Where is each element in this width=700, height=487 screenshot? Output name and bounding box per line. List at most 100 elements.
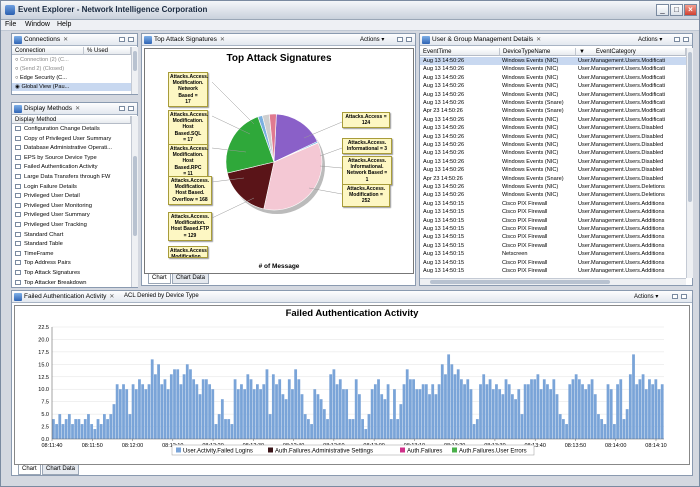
- table-row[interactable]: Aug 13 14:50:15 Cisco PIX Firewall User.Ma…: [420, 233, 686, 241]
- table-row[interactable]: Aug 13 14:50:26 Windows Events (NIC) User.…: [420, 166, 686, 174]
- menu-help[interactable]: Help: [57, 21, 72, 28]
- display-method-item[interactable]: Top Attacker Breakdown: [15, 279, 87, 287]
- events-hscrollbar[interactable]: [420, 278, 686, 285]
- maximize-button[interactable]: □: [670, 4, 683, 16]
- column-header-connection[interactable]: Connection: [12, 47, 84, 55]
- display-method-item[interactable]: Login Failure Details: [15, 183, 77, 191]
- display-methods-scrollbar[interactable]: [131, 116, 138, 287]
- close-tab-icon[interactable]: ✕: [536, 37, 542, 43]
- table-row[interactable]: Aug 13 14:50:15 Cisco PIX Firewall User.Ma…: [420, 225, 686, 233]
- radio-icon[interactable]: ◉: [15, 84, 22, 90]
- table-row[interactable]: Aug 13 14:50:26 Windows Events (NIC) User.…: [420, 116, 686, 124]
- minimize-view-icon[interactable]: [397, 37, 403, 42]
- table-row[interactable]: Aug 13 14:50:26 Windows Events (NIC) User.…: [420, 91, 686, 99]
- display-method-item[interactable]: Database Administrative Operati...: [15, 144, 112, 152]
- close-tab-icon[interactable]: ✕: [219, 37, 225, 43]
- radio-icon[interactable]: ○: [15, 75, 20, 81]
- radio-icon[interactable]: ○: [15, 57, 20, 63]
- connection-row[interactable]: ○ Connection (2) (C...: [12, 56, 131, 64]
- maximize-view-icon[interactable]: [128, 37, 134, 42]
- column-header-used[interactable]: % Used: [84, 47, 131, 55]
- column-header-eventtime[interactable]: EventTime: [420, 48, 500, 56]
- display-method-item[interactable]: Privileged User Tracking: [15, 221, 87, 229]
- display-method-item[interactable]: Top Address Pairs: [15, 259, 71, 267]
- maximize-view-icon[interactable]: [406, 37, 412, 42]
- column-header-devicetypename[interactable]: DeviceTypeName: [500, 48, 576, 56]
- table-row[interactable]: Aug 13 14:50:26 Windows Events (NIC) User.…: [420, 57, 686, 66]
- chart-data-tab[interactable]: Chart Data: [42, 465, 80, 475]
- display-method-item[interactable]: EPS by Source Device Type: [15, 154, 97, 162]
- table-row[interactable]: Aug 13 14:50:26 Windows Events (NIC) User.…: [420, 183, 686, 191]
- table-row[interactable]: Aug 13 14:50:26 Windows Events (NIC) User.…: [420, 149, 686, 157]
- table-row[interactable]: Aug 13 14:50:26 Windows Events (NIC) User.…: [420, 65, 686, 73]
- connection-row[interactable]: ○ (Send 2) (Closed): [12, 65, 131, 73]
- chart-tab[interactable]: Chart: [148, 274, 171, 284]
- table-row[interactable]: Aug 13 14:50:26 Windows Events (NIC) User.…: [420, 82, 686, 90]
- table-row[interactable]: Aug 13 14:50:26 Windows Events (NIC) User.…: [420, 141, 686, 149]
- actions-menu[interactable]: Actions ▾: [634, 294, 659, 300]
- display-method-item[interactable]: Failed Authentication Activity: [15, 163, 97, 171]
- failed-authentication-activity-tab[interactable]: Failed Authentication Activity ✕: [24, 293, 115, 300]
- display-method-item[interactable]: Privileged User Monitoring: [15, 202, 92, 210]
- user-group-management-tab[interactable]: User & Group Management Details ✕: [432, 36, 542, 43]
- bar: [313, 389, 317, 439]
- maximize-view-icon[interactable]: [128, 106, 134, 111]
- table-cell: Windows Events (NIC): [502, 66, 559, 73]
- bar: [475, 419, 479, 439]
- actions-menu[interactable]: Actions ▾: [360, 37, 385, 43]
- table-row[interactable]: Aug 13 14:50:15 Cisco PIX Firewall User.Ma…: [420, 208, 686, 216]
- acl-denied-tab[interactable]: ACL Denied by Device Type: [124, 293, 199, 299]
- table-row[interactable]: Aug 13 14:50:15 Cisco PIX Firewall User.Ma…: [420, 200, 686, 208]
- display-method-item[interactable]: Configuration Change Details: [15, 125, 100, 133]
- column-header-display-method[interactable]: Display Method: [12, 116, 131, 124]
- minimize-view-icon[interactable]: [119, 106, 125, 111]
- table-row[interactable]: Aug 13 14:50:15 Cisco PIX Firewall User.Ma…: [420, 217, 686, 225]
- maximize-view-icon[interactable]: [681, 294, 687, 299]
- bar: [109, 414, 113, 439]
- table-row[interactable]: Aug 13 14:50:26 Windows Events (NIC) User.…: [420, 191, 686, 199]
- connections-scrollbar[interactable]: [131, 47, 138, 94]
- table-row[interactable]: Aug 13 14:50:26 Windows Events (NIC) User.…: [420, 124, 686, 132]
- top-attack-signatures-tab[interactable]: Top Attack Signatures ✕: [154, 36, 225, 43]
- chart-tab[interactable]: Chart: [18, 465, 41, 475]
- table-row[interactable]: Aug 13 14:50:15 Netscreen User.Management.…: [420, 250, 686, 258]
- close-tab-icon[interactable]: ✕: [75, 106, 81, 112]
- display-method-item[interactable]: Large Data Transfers through FW: [15, 173, 110, 181]
- table-row[interactable]: Aug 13 14:50:15 Cisco PIX Firewall User.Ma…: [420, 242, 686, 250]
- display-method-item[interactable]: Top Attack Signatures: [15, 269, 80, 277]
- actions-menu[interactable]: Actions ▾: [638, 37, 663, 43]
- connection-row[interactable]: ◉ Global View (Pau...: [12, 83, 131, 92]
- table-row[interactable]: Aug 13 14:50:26 Windows Events (NIC) User.…: [420, 133, 686, 141]
- close-button[interactable]: ×: [684, 4, 697, 16]
- connections-tab[interactable]: Connections ✕: [24, 36, 69, 43]
- display-method-item[interactable]: Standard Table: [15, 240, 63, 248]
- minimize-view-icon[interactable]: [119, 37, 125, 42]
- close-tab-icon[interactable]: ✕: [63, 37, 69, 43]
- table-row[interactable]: Apr 23 14:50:26 Windows Events (Snare) Use…: [420, 107, 686, 115]
- table-row[interactable]: Aug 13 14:50:15 Cisco PIX Firewall User.Ma…: [420, 259, 686, 267]
- minimize-view-icon[interactable]: [672, 294, 678, 299]
- menu-window[interactable]: Window: [25, 21, 50, 28]
- close-tab-icon[interactable]: ✕: [109, 294, 115, 300]
- title-bar[interactable]: Event Explorer - Network Intelligence Co…: [1, 1, 699, 20]
- maximize-view-icon[interactable]: [683, 37, 689, 42]
- display-method-item[interactable]: Privileged User Detail: [15, 192, 80, 200]
- table-row[interactable]: Aug 13 14:50:26 Windows Events (Snare) Use…: [420, 99, 686, 107]
- table-row[interactable]: Aug 13 14:50:26 Windows Events (NIC) User.…: [420, 74, 686, 82]
- minimize-button[interactable]: _: [656, 4, 669, 16]
- events-vscrollbar[interactable]: [686, 48, 693, 278]
- minimize-view-icon[interactable]: [674, 37, 680, 42]
- connection-row[interactable]: ○ Edge Security (C...: [12, 74, 131, 82]
- display-method-item[interactable]: Standard Chart: [15, 231, 63, 239]
- table-row[interactable]: Aug 13 14:50:26 Windows Events (NIC) User.…: [420, 158, 686, 166]
- chart-data-tab[interactable]: Chart Data: [172, 274, 210, 284]
- display-methods-tab[interactable]: Display Methods ✕: [24, 105, 81, 112]
- menu-file[interactable]: File: [5, 21, 17, 28]
- table-row[interactable]: Apr 23 14:50:26 Windows Events (Snare) Use…: [420, 175, 686, 183]
- table-row[interactable]: Aug 13 14:50:15 Cisco PIX Firewall User.Ma…: [420, 267, 686, 275]
- display-method-item[interactable]: TimeFrame: [15, 250, 53, 258]
- column-header-eventcategory[interactable]: ▼ EventCategory: [576, 48, 686, 56]
- display-method-item[interactable]: Privileged User Summary: [15, 211, 90, 219]
- radio-icon[interactable]: ○: [15, 66, 20, 72]
- display-method-item[interactable]: Copy of Privileged User Summary: [15, 135, 111, 143]
